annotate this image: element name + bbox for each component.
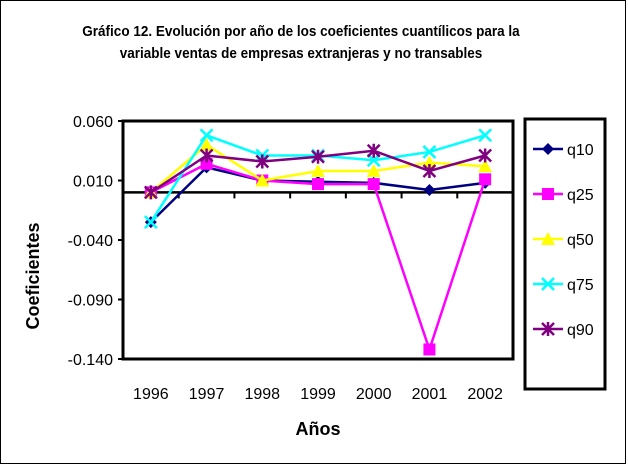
x-axis-label: Años xyxy=(296,419,341,439)
data-point-q90 xyxy=(199,148,214,163)
data-point-q75 xyxy=(422,145,437,159)
data-point-q10 xyxy=(423,184,436,197)
data-point-q75 xyxy=(143,215,158,230)
legend-marker-q25 xyxy=(542,188,554,200)
data-point-q25 xyxy=(367,178,380,191)
data-point-q50 xyxy=(199,137,214,151)
y-tick-label: -0.140 xyxy=(68,352,113,369)
data-point-q75 xyxy=(478,128,493,143)
data-point-q50 xyxy=(311,163,325,177)
data-point-q25 xyxy=(200,157,213,170)
chart-title: Gráfico 12. Evolución por año de los coe… xyxy=(82,23,520,62)
data-point-q90 xyxy=(143,185,158,200)
x-tick-label: 2002 xyxy=(467,386,503,403)
legend-label-q10: q10 xyxy=(567,142,594,159)
legend-label-q25: q25 xyxy=(567,187,594,204)
legend-marker-q75 xyxy=(541,277,555,291)
y-tick-label: 0.060 xyxy=(73,114,113,131)
y-tick-label: -0.040 xyxy=(68,233,113,250)
legend xyxy=(523,117,607,391)
x-tick-label: 1996 xyxy=(133,386,169,403)
data-point-q50 xyxy=(366,163,381,177)
data-point-q50 xyxy=(422,155,437,169)
data-point-q90 xyxy=(366,143,381,158)
legend-label-q75: q75 xyxy=(567,277,594,294)
data-point-q75 xyxy=(199,128,214,143)
legend-marker-q90 xyxy=(541,322,555,336)
data-point-q90 xyxy=(478,148,493,163)
x-tick-label: 2001 xyxy=(412,386,448,403)
data-point-q90 xyxy=(311,149,325,164)
data-point-q90 xyxy=(255,154,270,169)
data-point-q50 xyxy=(478,159,493,173)
data-point-q25 xyxy=(423,343,436,356)
y-tick-label: -0.090 xyxy=(68,293,113,310)
y-axis-label: Coeficientes xyxy=(23,222,43,329)
data-point-q25 xyxy=(479,173,492,186)
data-point-q25 xyxy=(312,178,324,191)
x-tick-label: 1997 xyxy=(189,386,225,403)
legend-label-q90: q90 xyxy=(567,322,594,339)
x-tick-label: 2000 xyxy=(356,386,392,403)
x-tick-label: 1998 xyxy=(244,386,280,403)
legend-marker-q50 xyxy=(541,232,555,245)
x-tick-label: 1999 xyxy=(300,386,336,403)
y-tick-label: 0.010 xyxy=(73,174,113,191)
legend-label-q50: q50 xyxy=(567,232,594,249)
legend-marker-q10 xyxy=(542,143,554,155)
data-point-q90 xyxy=(422,163,437,178)
data-point-q50 xyxy=(255,173,270,187)
